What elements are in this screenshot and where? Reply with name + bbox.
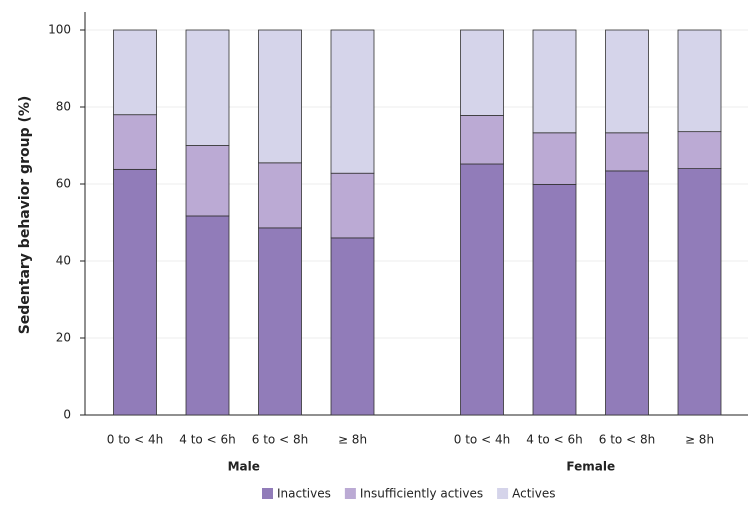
legend-label: Inactives — [277, 487, 331, 501]
bar-segment — [185, 215, 230, 416]
legend-label: Actives — [512, 487, 555, 501]
x-tick-label: 0 to < 4h — [454, 433, 510, 447]
bar-segment — [605, 132, 649, 172]
group-label: Female — [566, 460, 615, 474]
bar-segment — [185, 29, 230, 146]
bar-segment — [532, 132, 577, 185]
bar-segment — [677, 29, 722, 133]
y-tick-label: 40 — [56, 254, 71, 268]
y-tick-label: 60 — [56, 177, 71, 191]
bar-segment — [532, 183, 577, 416]
x-tick-label: 0 to < 4h — [107, 433, 163, 447]
group-label: Male — [228, 460, 260, 474]
bar-segment — [185, 145, 230, 217]
bar-segment — [113, 29, 157, 116]
bar-segment — [677, 168, 722, 416]
y-tick-label: 100 — [48, 23, 71, 37]
bar-segment — [605, 29, 649, 134]
legend-swatch — [344, 488, 356, 499]
bar-segment — [113, 114, 157, 170]
bar-segment — [605, 170, 649, 416]
bar-segment — [677, 131, 722, 169]
y-tick-label: 80 — [56, 100, 71, 114]
bar-segment — [330, 29, 375, 174]
y-axis-label: Sedentary behavior group (%) — [17, 96, 33, 335]
x-tick-label: ≥ 8h — [338, 433, 367, 447]
bar-segment — [460, 163, 504, 416]
bar-segment — [258, 29, 302, 164]
bar-segment — [330, 172, 375, 239]
bar-segment — [258, 227, 302, 416]
bar-segment — [460, 29, 504, 116]
bar-segment — [113, 168, 157, 416]
x-tick-label: 6 to < 8h — [252, 433, 308, 447]
legend-swatch — [497, 488, 509, 499]
x-tick-label: 6 to < 8h — [599, 433, 655, 447]
bar-segment — [330, 237, 375, 416]
bar-segment — [258, 162, 302, 229]
bar-segment — [532, 29, 577, 134]
bar-segment — [460, 115, 504, 165]
y-tick-label: 20 — [56, 331, 71, 345]
legend-swatch — [262, 488, 273, 499]
x-tick-label: ≥ 8h — [685, 433, 714, 447]
legend-label: Insufficiently actives — [360, 487, 483, 501]
y-tick-label: 0 — [63, 408, 71, 422]
x-tick-label: 4 to < 6h — [526, 433, 582, 447]
x-tick-label: 4 to < 6h — [179, 433, 235, 447]
